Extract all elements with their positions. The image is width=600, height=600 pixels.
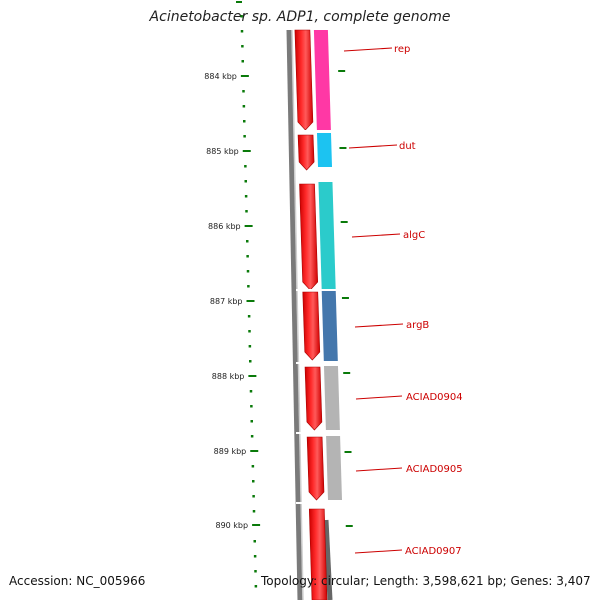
major-tick [248, 375, 257, 377]
minor-tick [246, 270, 250, 273]
leader-line [343, 47, 393, 52]
leader-line [355, 467, 403, 472]
major-tick [244, 225, 253, 227]
major-tick [250, 450, 259, 452]
minor-tick [252, 510, 256, 513]
forward-cds-arrow [294, 29, 314, 131]
minor-tick [249, 390, 253, 393]
minor-tick [249, 360, 252, 363]
right-tick [338, 70, 346, 72]
gene-label: ACIAD0904 [406, 392, 463, 403]
right-tick [344, 451, 352, 453]
minor-tick [247, 285, 250, 288]
tick-layer: 884 kbp 885 kbp 886 kbp 887 kbp 888 kbp 889 k… [204, 1, 353, 588]
major-tick [240, 75, 249, 77]
minor-tick [241, 45, 244, 48]
track-gap [296, 130, 346, 132]
gene-feature-aciad0905 [326, 436, 342, 500]
minor-tick [240, 15, 243, 18]
tick-label: 890 kbp [215, 521, 248, 530]
gene-label: argB [406, 320, 429, 331]
minor-tick [242, 105, 246, 108]
forward-cds-arrow [302, 291, 321, 361]
tick-label: 886 kbp [208, 222, 241, 231]
genome-summary-text: Topology: circular; Length: 3,598,621 bp… [261, 574, 591, 588]
track-gap [296, 289, 346, 291]
gene-label: ACIAD0907 [405, 546, 462, 557]
right-tick [339, 147, 347, 149]
tick-label: 885 kbp [206, 147, 239, 156]
tick-label: 887 kbp [210, 297, 243, 306]
track-gap [296, 362, 346, 364]
leader-line [354, 549, 403, 554]
major-tick [242, 150, 251, 152]
gene-feature-rep [313, 30, 331, 130]
minor-tick [243, 120, 246, 123]
gene-feature-argb [321, 291, 338, 361]
minor-tick [250, 405, 253, 408]
minor-tick [252, 480, 255, 483]
minor-tick [250, 420, 253, 423]
forward-cds-arrow [297, 134, 315, 171]
leader-line [351, 233, 401, 238]
inner-backbone [323, 519, 333, 600]
minor-tick [247, 315, 251, 318]
backbone-highlight [291, 29, 304, 600]
gene-label: rep [394, 44, 410, 55]
minor-tick [248, 345, 252, 348]
minor-tick [254, 570, 257, 573]
map-title: Acinetobacter sp. ADP1, complete genome [149, 9, 451, 25]
minor-tick [246, 240, 249, 243]
backbone-line [286, 29, 303, 600]
major-tick [246, 300, 255, 302]
minor-tick [242, 90, 245, 93]
minor-tick [240, 30, 244, 33]
gene-label: algC [403, 230, 425, 241]
right-tick [345, 525, 353, 527]
minor-tick [245, 210, 248, 213]
track-gap [296, 502, 346, 504]
right-tick [343, 372, 351, 374]
minor-tick [250, 435, 254, 438]
forward-cds-arrow [299, 183, 319, 291]
gene-feature-algc [318, 182, 336, 289]
tick-label: 889 kbp [214, 447, 247, 456]
leader-line [355, 395, 403, 400]
minor-tick [244, 180, 247, 183]
forward-cds-arrow [304, 366, 323, 431]
right-tick [341, 297, 349, 299]
right-tick [340, 221, 348, 223]
gene-label-layer: rep dut algC argB ACIAD0904 ACIAD0905 ACIAD090… [343, 44, 463, 557]
major-tick [252, 524, 261, 526]
minor-tick [236, 1, 242, 3]
tick-label: 888 kbp [212, 372, 245, 381]
gene-label: dut [399, 141, 416, 152]
backbone-layer [286, 29, 333, 600]
accession-text: Accession: NC_005966 [9, 574, 146, 588]
minor-tick [241, 60, 244, 63]
minor-tick [244, 165, 247, 168]
gene-feature-dut [316, 133, 333, 167]
minor-tick [248, 330, 251, 333]
minor-tick [253, 555, 257, 558]
minor-tick [252, 495, 255, 498]
forward-cds-arrow [308, 508, 328, 600]
leader-line [348, 144, 398, 149]
minor-tick [244, 195, 248, 198]
gene-label: ACIAD0905 [406, 464, 463, 475]
cds-layer [294, 29, 346, 600]
minor-tick [243, 135, 246, 138]
track-gap [296, 171, 346, 173]
minor-tick [254, 585, 258, 588]
minor-tick [253, 540, 256, 543]
gene-feature-aciad0904 [323, 366, 340, 430]
tick-label: 884 kbp [204, 72, 237, 81]
leader-line [354, 323, 404, 328]
forward-cds-arrow [306, 436, 325, 501]
minor-tick [251, 465, 255, 468]
minor-tick [246, 255, 249, 258]
track-gap [296, 432, 346, 434]
